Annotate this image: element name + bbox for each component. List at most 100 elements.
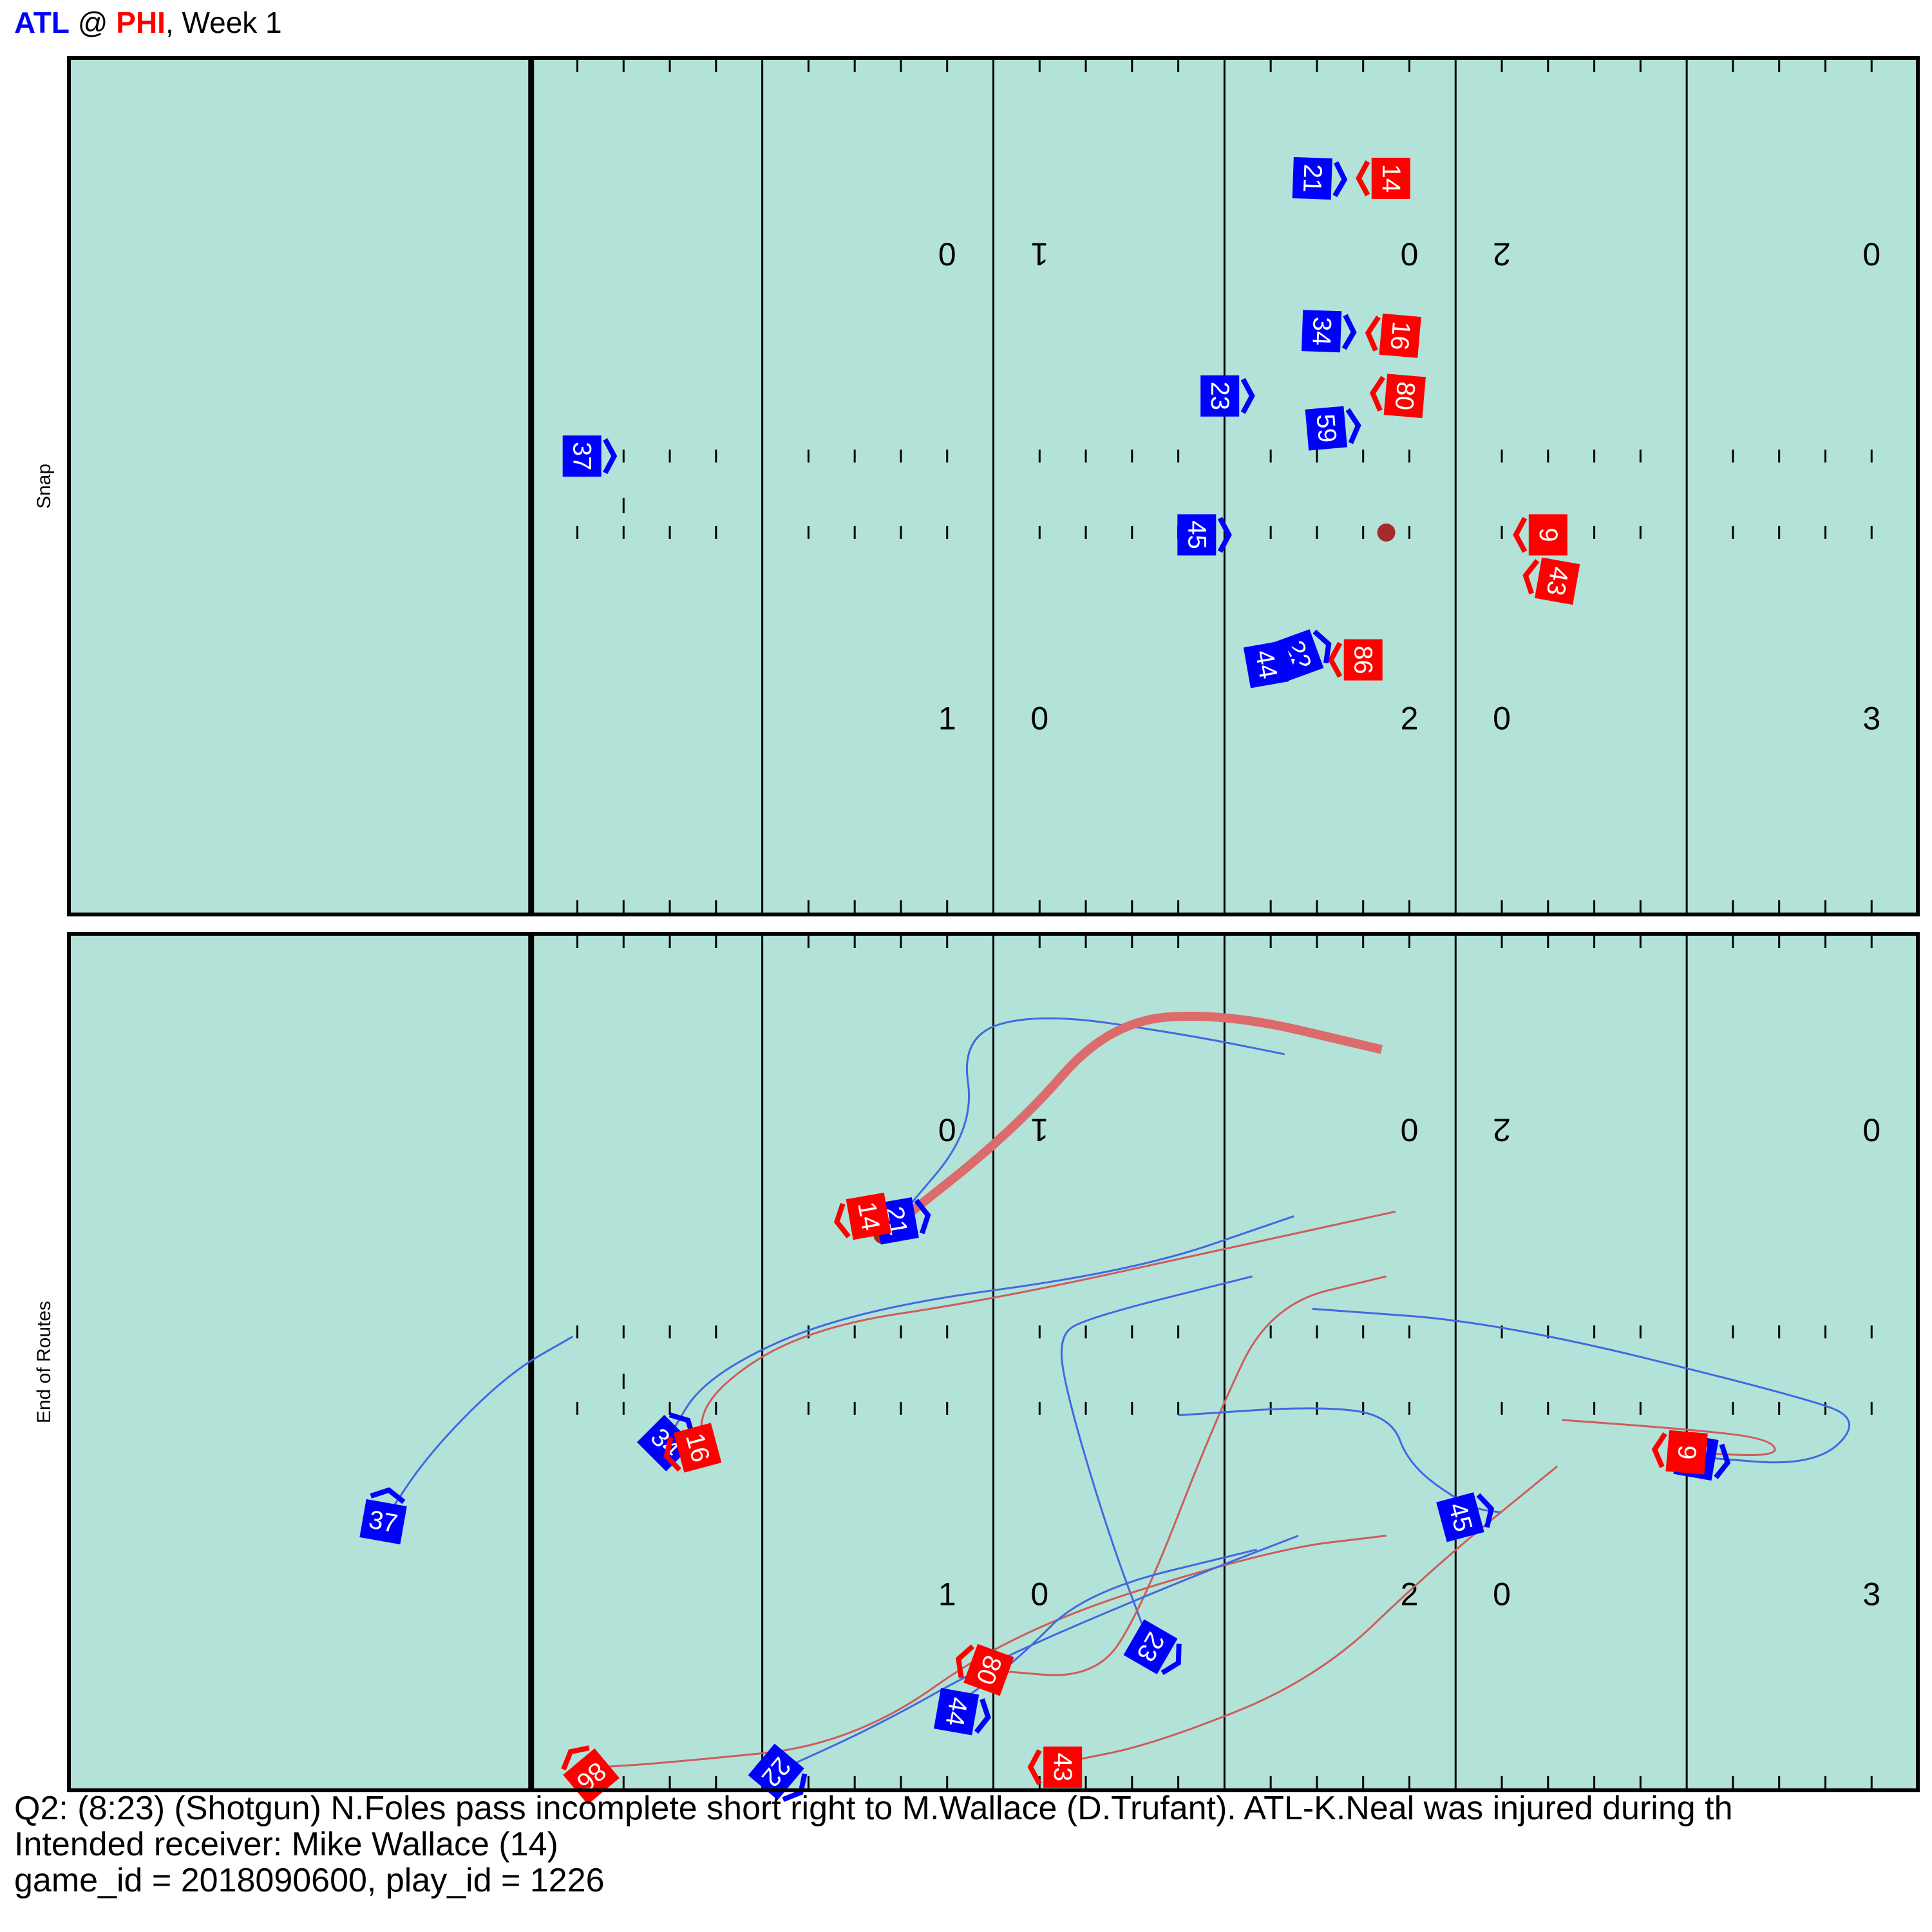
player-number: 44 xyxy=(940,1695,973,1728)
player-box xyxy=(1343,639,1383,681)
yard-number-flipped: 1 xyxy=(1030,1112,1048,1148)
yard-number-flipped: 2 xyxy=(1493,236,1511,272)
week-label: , Week 1 xyxy=(165,6,282,39)
player-facing-chevron xyxy=(1283,642,1301,678)
player-marker-home-14: 14 xyxy=(833,1192,891,1240)
route-path-43 xyxy=(1062,1465,1558,1764)
player-box xyxy=(1177,514,1217,556)
player-box xyxy=(1292,156,1332,200)
home-team-label: PHI xyxy=(116,6,166,39)
player-facing-chevron xyxy=(956,1644,975,1678)
route-path-80 xyxy=(989,1275,1387,1676)
route-path-37 xyxy=(382,1336,574,1522)
yard-number-flipped: 0 xyxy=(1862,1112,1880,1148)
player-facing-chevron xyxy=(1312,629,1332,664)
player-facing-chevron xyxy=(1365,316,1381,352)
route-path-16 xyxy=(696,1210,1396,1448)
at-sign: @ xyxy=(70,6,117,39)
player-box xyxy=(562,435,601,477)
player-number: 37 xyxy=(366,1505,399,1538)
player-number: 43 xyxy=(1048,1753,1077,1782)
route-path-34 xyxy=(664,1215,1294,1444)
player-marker-away-59: 59 xyxy=(1305,406,1361,451)
route-path-23 xyxy=(1060,1275,1253,1647)
player-marker-away-34: 34 xyxy=(1302,310,1357,353)
player-box xyxy=(1123,1619,1178,1674)
player-facing-chevron xyxy=(974,1698,991,1734)
player-facing-chevron xyxy=(1332,161,1348,198)
yard-number: 1 xyxy=(938,1576,956,1612)
player-box xyxy=(748,1743,804,1801)
player-marker-away-44: 44 xyxy=(933,1688,991,1736)
player-facing-chevron xyxy=(833,1202,851,1238)
yard-number-flipped: 0 xyxy=(938,236,956,272)
player-marker-home-80: 80 xyxy=(1369,374,1426,419)
yard-number: 3 xyxy=(1862,700,1880,736)
player-facing-chevron xyxy=(1217,516,1232,553)
player-facing-chevron xyxy=(1476,1493,1495,1528)
player-facing-chevron xyxy=(1160,1643,1182,1676)
panel-end-of-routes: 1001200230211434162380599374543862244End… xyxy=(33,932,1920,1804)
player-facing-chevron xyxy=(1513,516,1528,553)
yard-number-flipped: 0 xyxy=(1862,236,1880,272)
yard-number-flipped: 1 xyxy=(1030,236,1048,272)
yard-number-flipped: 0 xyxy=(1401,1112,1419,1148)
intended-receiver: Intended receiver: Mike Wallace (14) xyxy=(14,1826,558,1863)
player-box xyxy=(1379,313,1421,358)
away-team-label: ATL xyxy=(14,6,70,39)
player-number: 37 xyxy=(568,442,596,471)
player-number: 45 xyxy=(1182,520,1211,549)
panel-border xyxy=(67,56,1920,916)
player-number: 80 xyxy=(1389,381,1420,412)
player-box xyxy=(1305,406,1347,451)
yard-number: 0 xyxy=(1493,1576,1511,1612)
player-marker-away-22: 22 xyxy=(748,1743,808,1803)
player-number: 59 xyxy=(1311,413,1341,444)
player-number: 14 xyxy=(852,1200,885,1233)
football xyxy=(1377,523,1396,542)
player-marker-home-43: 43 xyxy=(1027,1747,1083,1788)
player-facing-chevron xyxy=(370,1487,406,1504)
player-facing-chevron xyxy=(1714,1443,1731,1479)
yard-number: 0 xyxy=(1030,700,1048,736)
play-description: Q2: (8:23) (Shotgun) N.Foles pass incomp… xyxy=(14,1790,1733,1827)
player-marker-away-37: 37 xyxy=(359,1487,407,1545)
play-caption: Q2: (8:23) (Shotgun) N.Foles pass incomp… xyxy=(14,1790,1932,1899)
player-marker-away-45: 45 xyxy=(1177,514,1232,556)
player-number: 43 xyxy=(1541,565,1574,598)
player-marker-away-21: 21 xyxy=(1292,156,1348,200)
player-facing-chevron xyxy=(914,1198,931,1235)
player-number: 86 xyxy=(1349,645,1378,674)
player-box xyxy=(1665,1430,1708,1475)
route-path-21 xyxy=(895,1017,1285,1222)
player-marker-home-9: 9 xyxy=(1651,1430,1708,1475)
yard-number-flipped: 2 xyxy=(1493,1112,1511,1148)
player-number: 44 xyxy=(1249,648,1282,681)
player-box xyxy=(1436,1492,1484,1542)
player-number: 23 xyxy=(1206,382,1234,411)
yard-number-flipped: 0 xyxy=(938,1112,956,1148)
player-number: 34 xyxy=(1307,316,1336,346)
player-facing-chevron xyxy=(1356,160,1370,196)
player-box xyxy=(846,1192,891,1240)
player-facing-chevron xyxy=(561,1745,590,1771)
player-box xyxy=(359,1499,407,1545)
player-facing-chevron xyxy=(1240,377,1255,414)
player-box xyxy=(963,1643,1014,1696)
player-marker-away-23: 23 xyxy=(1123,1619,1182,1676)
panel-label: End of Routes xyxy=(33,1301,55,1423)
yard-number-flipped: 0 xyxy=(1401,236,1419,272)
player-marker-home-86: 86 xyxy=(1328,639,1383,681)
player-number: 9 xyxy=(1534,527,1562,542)
player-facing-chevron xyxy=(1651,1432,1667,1468)
player-number: 9 xyxy=(1672,1444,1701,1461)
player-box xyxy=(673,1423,722,1473)
game-play-ids: game_id = 2018090600, play_id = 1226 xyxy=(14,1862,605,1899)
player-box xyxy=(1043,1747,1083,1788)
panel-border xyxy=(67,932,1920,1792)
player-box xyxy=(1200,375,1240,417)
player-marker-home-80: 80 xyxy=(956,1643,1014,1696)
player-facing-chevron xyxy=(782,1773,808,1803)
